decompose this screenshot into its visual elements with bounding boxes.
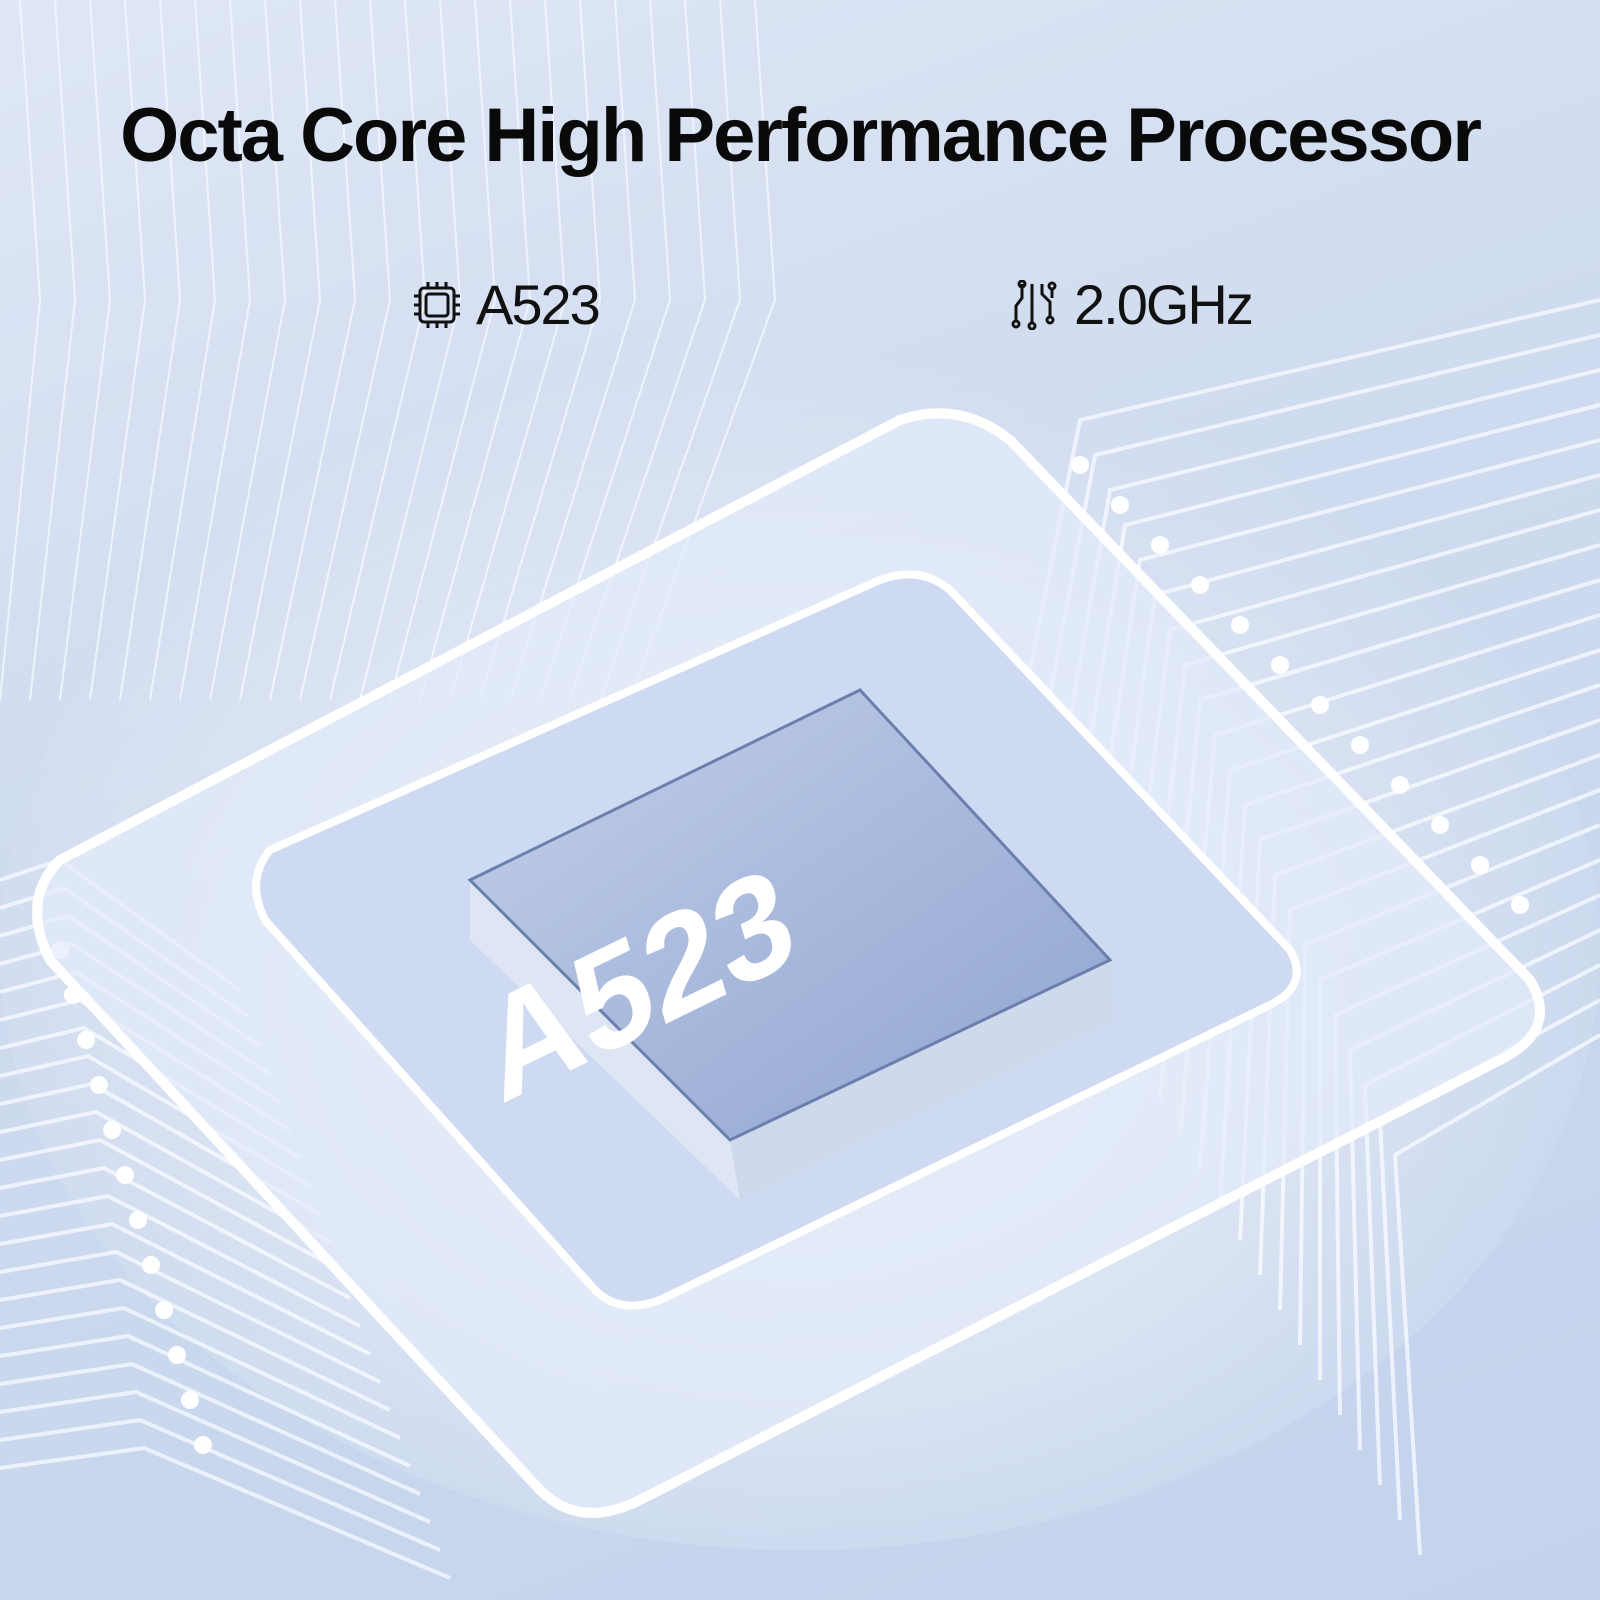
- spec-label: 2.0GHz: [1074, 273, 1254, 336]
- circuit-node: [194, 1436, 212, 1454]
- spec-label: A523: [476, 273, 601, 336]
- circuit-trace: [0, 1417, 441, 1552]
- circuit-trace: [59, 0, 112, 701]
- chip-side: [730, 960, 1115, 1200]
- cpu-chip-icon: [414, 281, 460, 328]
- circuit-node: [168, 1346, 186, 1364]
- circuit-trace: [0, 1445, 451, 1580]
- spec-frequency: 2.0GHz: [1010, 272, 1254, 337]
- circuit-trace: [149, 0, 217, 701]
- circuit-trace: [29, 0, 77, 701]
- circuit-node: [181, 1391, 199, 1409]
- circuit-trace: [0, 0, 42, 701]
- headline: Octa Core High Performance Processor: [120, 93, 1482, 178]
- circuit-icon: [1011, 279, 1057, 330]
- circuit-trace: [0, 1361, 421, 1496]
- circuit-trace: [89, 0, 147, 701]
- circuit-trace: [119, 0, 182, 701]
- spec-chip-model: A523: [412, 272, 601, 337]
- circuit-trace: [0, 1389, 431, 1524]
- chip-top: [467, 688, 1113, 1142]
- chip-side: [470, 880, 740, 1200]
